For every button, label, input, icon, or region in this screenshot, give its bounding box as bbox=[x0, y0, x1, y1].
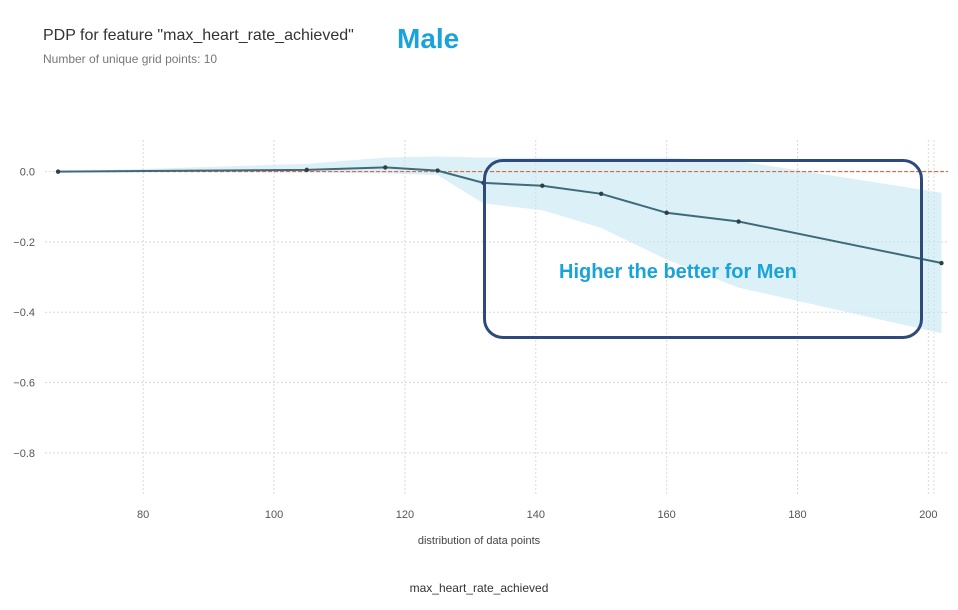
pdp-line-layer bbox=[55, 165, 944, 266]
x-axis-secondary-label: distribution of data points bbox=[417, 535, 541, 547]
tick-label-layer: 80 100 120 140 160 180 200 0.0 −0.2 −0.4 −0.6 −0.8 bbox=[13, 167, 937, 521]
y-tick-label: −0.8 bbox=[13, 448, 35, 460]
x-tick-label: 140 bbox=[527, 509, 545, 521]
chart-subtitle: Number of unique grid points: 10 bbox=[43, 52, 218, 66]
x-tick-label: 200 bbox=[919, 509, 937, 521]
pdp-point bbox=[55, 169, 61, 174]
pdp-point bbox=[435, 168, 440, 173]
callout-text: Higher the better for Men bbox=[559, 261, 797, 283]
x-tick-label: 120 bbox=[396, 509, 414, 521]
x-tick-label: 100 bbox=[265, 509, 283, 521]
pdp-point bbox=[540, 183, 545, 188]
pdp-point bbox=[383, 165, 388, 170]
pdp-point bbox=[736, 219, 741, 224]
confidence-band bbox=[58, 156, 942, 334]
y-tick-label: −0.4 bbox=[13, 307, 35, 319]
y-tick-label: −0.2 bbox=[13, 237, 35, 249]
callout-box bbox=[483, 159, 923, 339]
pdp-point bbox=[664, 210, 669, 215]
x-axis-label: max_heart_rate_achieved bbox=[409, 581, 549, 595]
pdp-point bbox=[939, 260, 944, 266]
y-tick-label: −0.6 bbox=[13, 378, 35, 390]
gender-tag: Male bbox=[397, 23, 460, 54]
x-tick-label: 160 bbox=[657, 509, 675, 521]
x-tick-label: 180 bbox=[788, 509, 806, 521]
pdp-point bbox=[304, 167, 309, 173]
pdp-point bbox=[598, 191, 604, 196]
pdp-line bbox=[58, 166, 942, 264]
confidence-band-layer bbox=[58, 156, 942, 334]
chart-title: PDP for feature "max_heart_rate_achieved… bbox=[43, 27, 354, 44]
x-tick-label: 80 bbox=[137, 509, 149, 521]
y-tick-label: 0.0 bbox=[20, 167, 35, 179]
